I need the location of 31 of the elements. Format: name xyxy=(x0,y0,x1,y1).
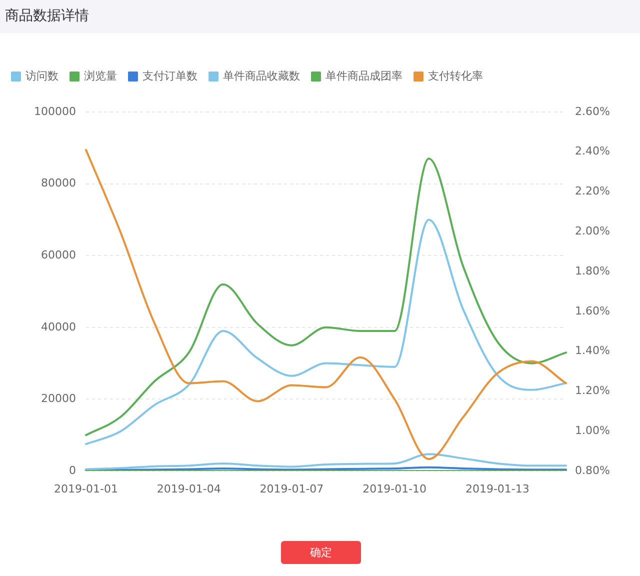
y2-tick-label: 2.00% xyxy=(575,224,610,238)
y2-tick-label: 0.80% xyxy=(575,464,610,477)
y2-tick-label: 1.00% xyxy=(575,424,610,437)
y-tick-label: 20000 xyxy=(41,392,76,406)
y-tick-label: 40000 xyxy=(41,320,76,334)
y-tick-label: 100000 xyxy=(34,104,76,118)
x-tick-label: 2019-01-07 xyxy=(260,482,324,496)
y2-tick-label: 2.40% xyxy=(575,144,610,158)
legend-label: 支付订单数 xyxy=(142,69,198,82)
legend-label: 访问数 xyxy=(26,69,58,82)
x-tick-label: 2019-01-13 xyxy=(465,482,530,496)
button: 确定 xyxy=(281,541,361,564)
legend-label: 支付转化率 xyxy=(428,69,483,82)
x-tick-label: 2019-01-04 xyxy=(156,482,221,496)
x-tick-label: 2019-01-01 xyxy=(54,482,118,496)
y-tick-label: 0 xyxy=(69,464,76,477)
line-series xyxy=(85,453,567,470)
legend-label: 单件商品收藏数 xyxy=(223,69,300,82)
legend-label: 单件商品成团率 xyxy=(326,69,402,82)
y2-tick-label: 2.60% xyxy=(575,104,610,118)
line-series xyxy=(85,218,567,446)
y2-tick-label: 1.60% xyxy=(575,304,610,318)
y-tick-label: 60000 xyxy=(41,248,76,262)
y2-tick-label: 1.80% xyxy=(575,264,610,278)
y2-tick-label: 1.20% xyxy=(575,384,610,398)
chart-title: 商品数据详情 xyxy=(5,7,89,25)
y2-tick-label: 2.20% xyxy=(575,184,610,198)
x-tick-label: 2019-01-10 xyxy=(362,482,427,496)
y-tick-label: 80000 xyxy=(41,176,76,190)
legend-label: 浏览量 xyxy=(84,69,117,82)
y2-tick-label: 1.40% xyxy=(575,344,610,358)
